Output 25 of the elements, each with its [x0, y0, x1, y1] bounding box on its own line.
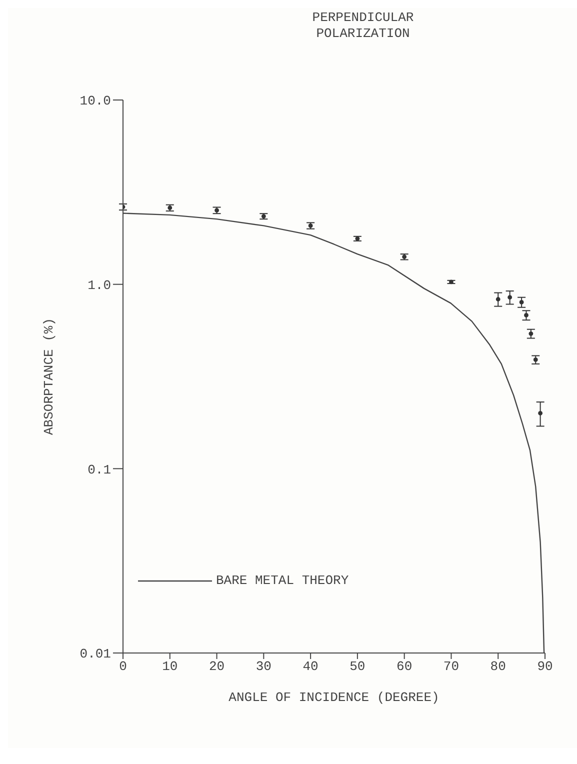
x-tick-label: 20 — [208, 659, 225, 674]
text: BARE METAL THEORY — [216, 573, 349, 588]
y-tick-label: 0.01 — [80, 646, 112, 662]
x-tick-label: 80 — [490, 659, 506, 674]
point — [533, 358, 538, 362]
x-tick-label: 90 — [537, 659, 553, 674]
point — [524, 313, 528, 318]
x-tick-label: 50 — [350, 659, 366, 674]
x-tick-label: 40 — [302, 659, 318, 674]
chart-title: PERPENDICULAR POLARIZATION — [311, 10, 415, 42]
x-tick-label: 30 — [256, 659, 272, 674]
x-tick-label: 60 — [396, 659, 412, 674]
x-tick-label: 10 — [162, 659, 178, 674]
point — [496, 297, 500, 302]
x-axis-title: ANGLE OF INCIDENCE (DEGREE) — [228, 690, 440, 705]
y-tick-label: 10.0 — [80, 94, 111, 109]
point — [519, 300, 524, 304]
point — [508, 295, 512, 300]
y-tick-label: 0.1 — [88, 462, 112, 478]
x-tick-label: 70 — [443, 659, 460, 674]
point — [528, 331, 534, 336]
y-axis-title: ABSORPTANCE (%) — [42, 318, 57, 436]
x-tick-label: 0 — [119, 659, 127, 674]
point — [538, 410, 543, 416]
y-tick-label: 1.0 — [88, 278, 111, 293]
